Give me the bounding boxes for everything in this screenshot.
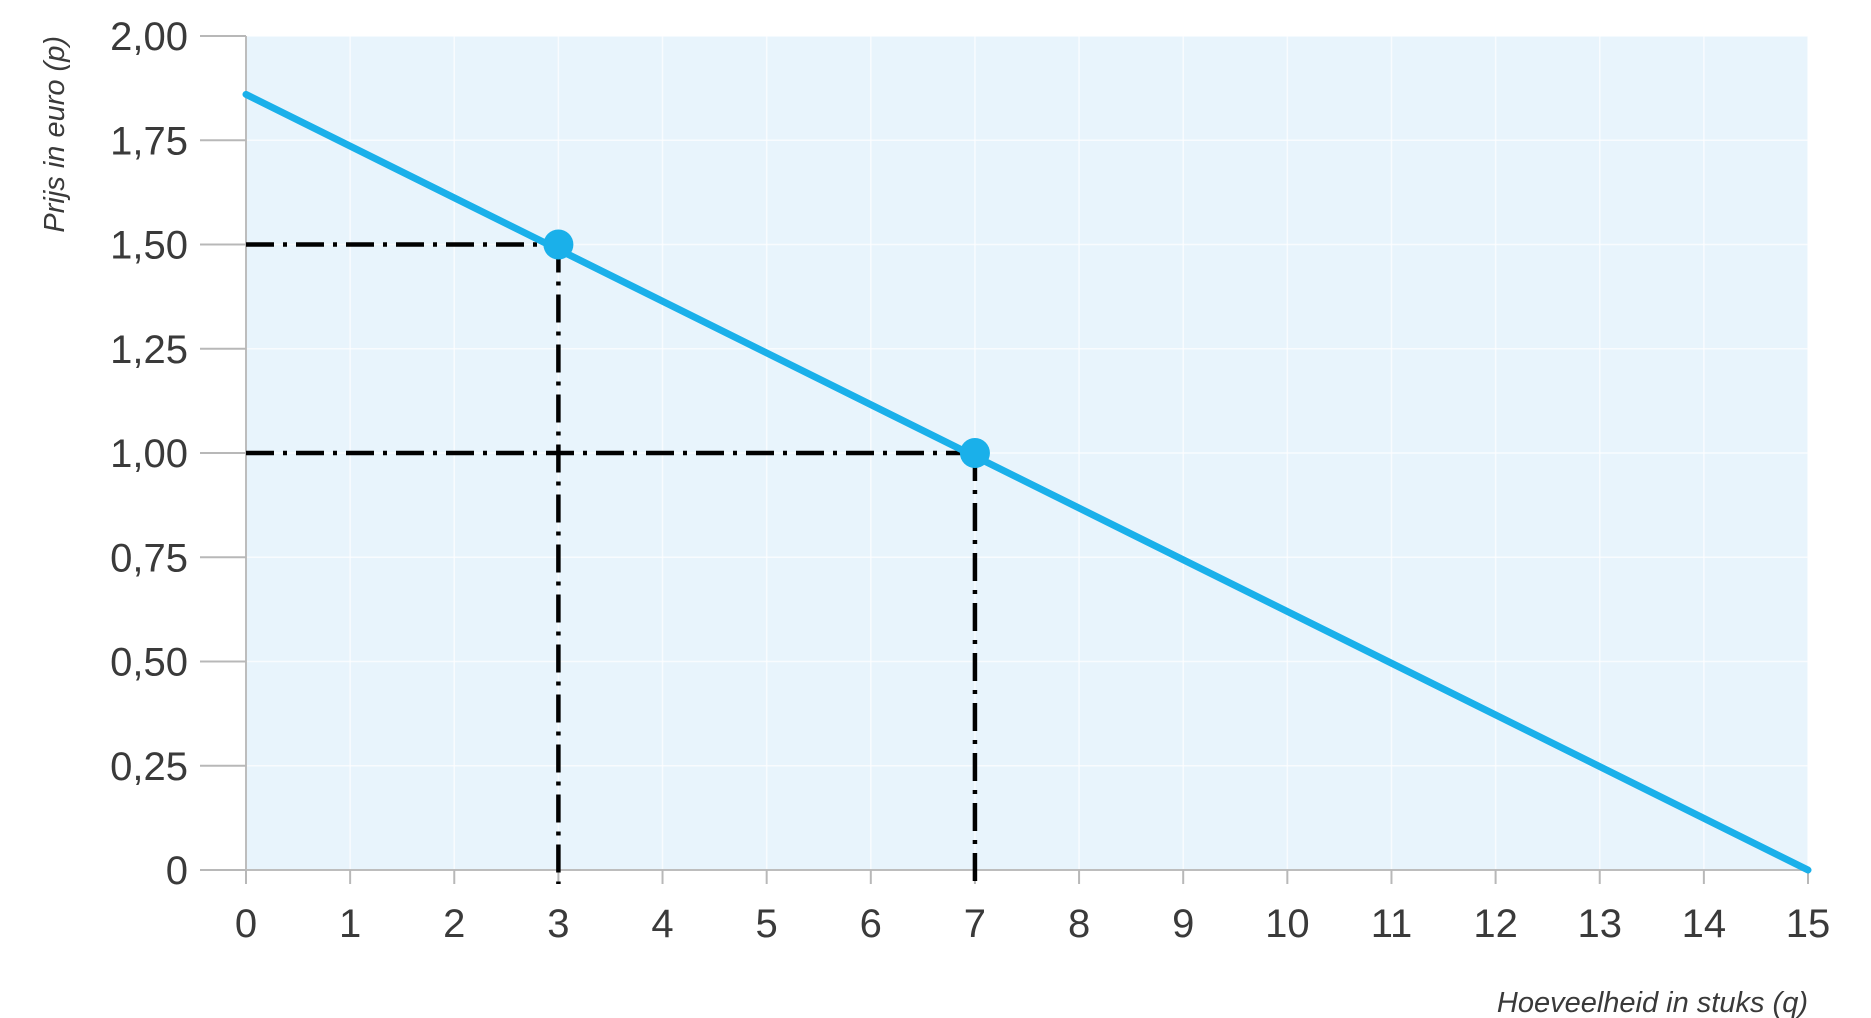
x-tick-label: 5 [756,902,778,946]
x-tick-label: 0 [235,902,257,946]
y-tick-label: 0,75 [110,536,188,580]
y-tick-label: 0 [166,849,188,893]
highlighted-points [543,229,990,468]
x-tick-label: 11 [1371,902,1413,946]
x-tick-label: 14 [1682,902,1727,946]
x-tick-label: 4 [651,902,673,946]
y-tick-label: 0,50 [110,641,188,685]
series [242,90,1812,874]
data-point [959,438,990,468]
y-tick-label: 2,00 [110,15,188,59]
x-tick-label: 8 [1068,902,1090,946]
data-point [543,229,574,260]
x-tick-label: 6 [860,902,882,946]
x-tick-label: 15 [1786,902,1831,946]
grid [245,35,1809,871]
y-tick-label: 1,50 [110,224,188,268]
x-tick-label: 10 [1265,902,1310,946]
x-tick-label: 1 [339,902,361,946]
y-tick-label: 1,00 [110,432,188,476]
x-tick-label: 3 [547,902,569,946]
x-tick-label: 7 [964,902,986,946]
x-tick-label: 2 [443,902,465,946]
guide-lines [246,242,978,884]
demand-line [242,90,1812,874]
x-axis-ticks: 0 1 2 3 4 5 6 7 8 9 10 11 12 13 14 15 [235,870,1830,946]
x-axis-title: Hoeveelheid in stuks (q) [1497,987,1808,1018]
y-axis-title: Prijs in euro (p) [39,36,71,233]
x-tick-label: 13 [1577,902,1622,946]
y-tick-label: 1,75 [110,119,188,163]
x-tick-label: 12 [1473,902,1518,946]
y-tick-label: 1,25 [110,328,188,372]
x-tick-label: 9 [1172,902,1194,946]
y-axis-ticks: 0 0,25 0,50 0,75 1,00 1,25 1,50 1,75 2,00 [110,15,246,893]
y-tick-label: 0,25 [110,745,188,789]
